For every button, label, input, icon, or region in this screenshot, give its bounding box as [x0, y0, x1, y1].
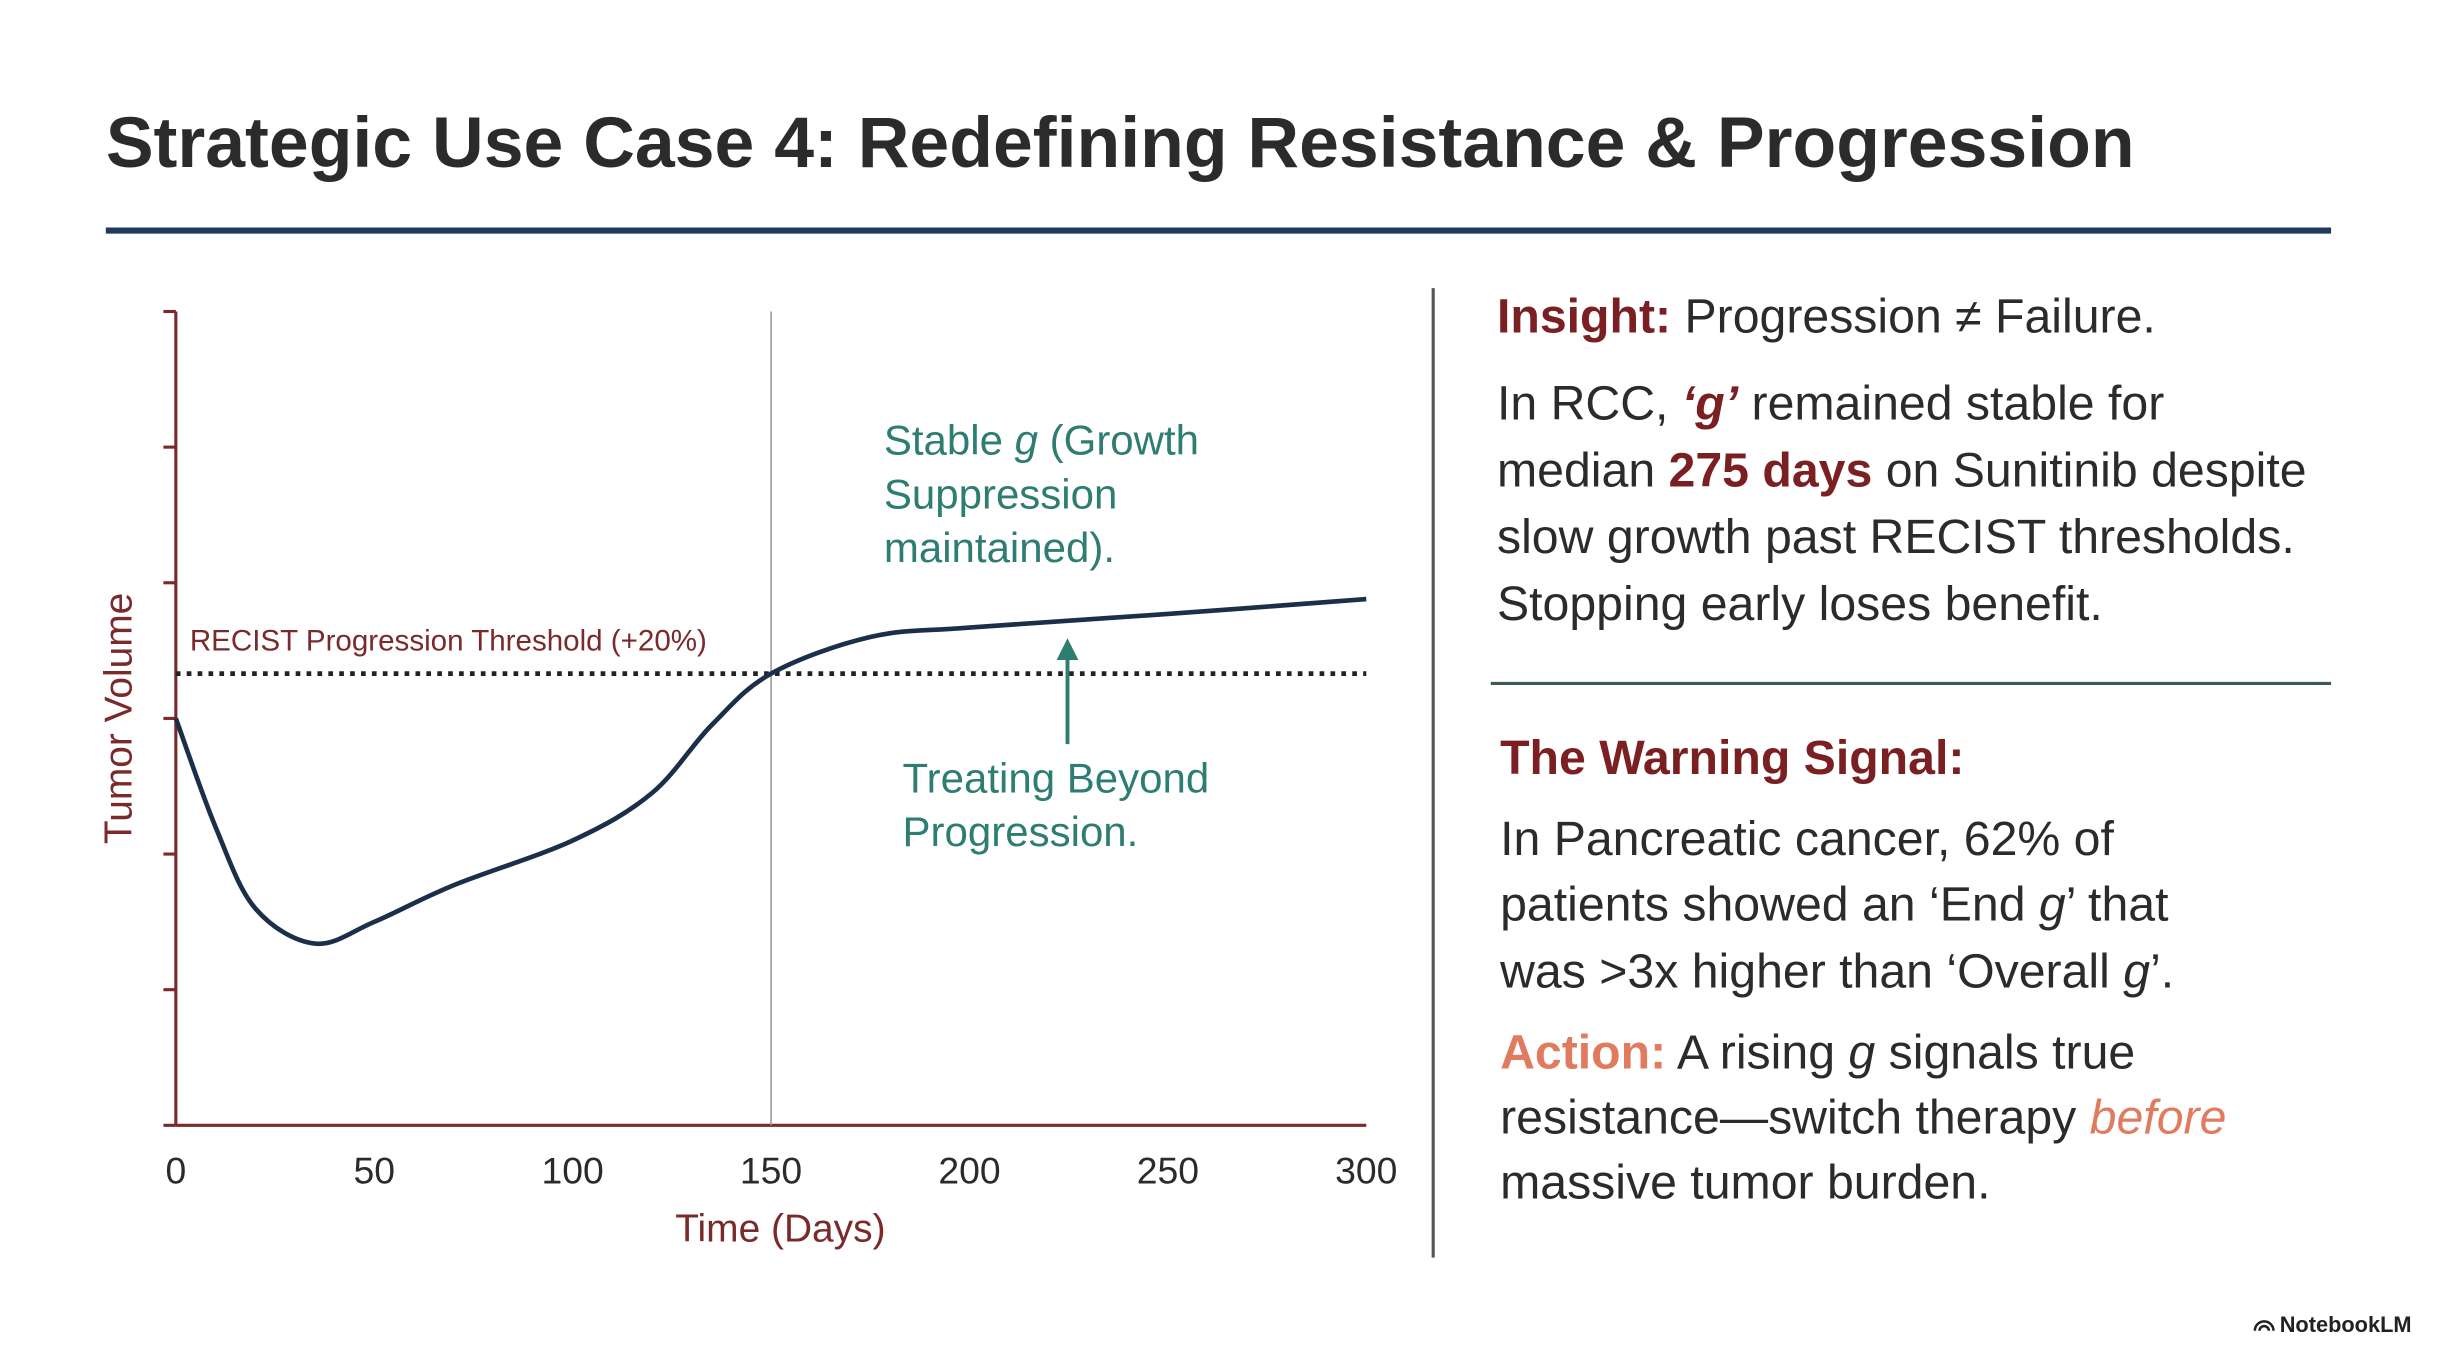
footer: NotebookLM: [2280, 1312, 2412, 1337]
arrow-head: [1056, 638, 1079, 661]
annotation-text: Stable: [884, 417, 1015, 464]
warning-title: The Warning Signal:: [1500, 731, 1964, 785]
x-tick-label: 50: [353, 1149, 395, 1191]
text: g: [2123, 944, 2150, 998]
warning-line: patients showed an ‘End g’ that: [1500, 877, 2169, 931]
annotation: Stable g (Growth: [884, 417, 1199, 464]
warning-line: was >3x higher than ‘Overall g’.: [1499, 944, 2174, 998]
text: ’ that: [2066, 877, 2169, 931]
warning-line: In Pancreatic cancer, 62% of: [1500, 812, 2114, 866]
action-line: resistance—switch therapy before: [1500, 1090, 2226, 1144]
annotation-text: (Growth: [1038, 417, 1199, 464]
text: ‘g’: [1682, 376, 1739, 430]
text: signals true: [1875, 1025, 2135, 1079]
text: median: [1497, 443, 1669, 497]
text: Action:: [1500, 1025, 1666, 1079]
insight: Insight: Progression ≠ Failure.: [1497, 289, 2156, 343]
text: before: [2090, 1090, 2227, 1144]
annotation: Progression.: [903, 808, 1139, 855]
threshold-label: RECIST Progression Threshold (+20%): [190, 624, 707, 657]
text: 275 days: [1669, 443, 1873, 497]
action-line: massive tumor burden.: [1500, 1156, 1990, 1210]
action-line: Action: A rising g signals true: [1500, 1025, 2135, 1079]
rcc-line: In RCC, ‘g’ remained stable for: [1497, 376, 2164, 430]
text: ’.: [2150, 944, 2174, 998]
insight-text: Progression ≠ Failure.: [1671, 289, 2156, 343]
x-tick-label: 300: [1335, 1149, 1397, 1191]
rcc-line: slow growth past RECIST thresholds.: [1497, 510, 2295, 564]
text: was >3x higher than ‘Overall: [1499, 944, 2123, 998]
y-axis-label: Tumor Volume: [98, 593, 141, 844]
annotation: Treating Beyond: [903, 755, 1210, 802]
line-series: [173, 596, 1367, 947]
x-tick-label: 100: [542, 1149, 604, 1191]
text: g: [2039, 877, 2066, 931]
annotation-text: Suppression: [884, 471, 1117, 518]
x-tick-label: 150: [740, 1149, 802, 1191]
rcc-line: median 275 days on Sunitinib despite: [1497, 443, 2307, 497]
x-axis-label: Time (Days): [675, 1207, 885, 1250]
text: patients showed an ‘End: [1500, 877, 2039, 931]
x-tick-label: 250: [1137, 1149, 1199, 1191]
text: A rising: [1666, 1025, 1848, 1079]
text: g: [1848, 1025, 1875, 1079]
annotation-text: maintained).: [884, 524, 1115, 571]
text: In RCC,: [1497, 376, 1682, 430]
text: on Sunitinib despite: [1872, 443, 2306, 497]
annotation: maintained).: [884, 524, 1115, 571]
logo-icon: [2253, 1320, 2275, 1331]
x-tick-label: 200: [938, 1149, 1000, 1191]
title: Strategic Use Case 4: Redefining Resista…: [106, 103, 2135, 183]
x-tick-label: 0: [165, 1149, 186, 1191]
annotation-text: g: [1015, 417, 1038, 464]
chart: 0 50 100 150 200 250 300 Time (Days) Tumor Volum…: [98, 309, 1397, 1250]
insight-label: Insight:: [1497, 289, 1671, 343]
annotation: Suppression: [884, 471, 1117, 518]
text: remained stable for: [1738, 376, 2164, 430]
text: resistance—switch therapy: [1500, 1090, 2090, 1144]
rcc-line: Stopping early loses benefit.: [1497, 577, 2103, 631]
